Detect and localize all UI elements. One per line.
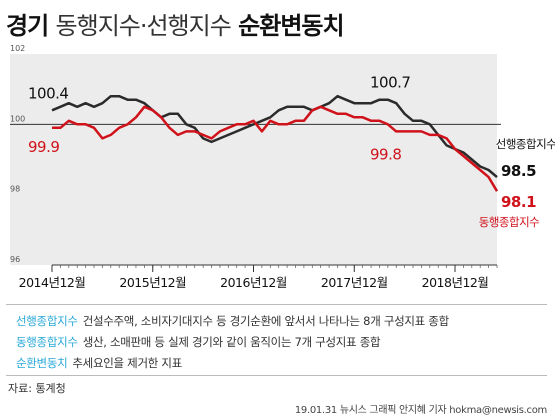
credit-line: 19.01.31 뉴시스 그래픽 안지혜 기자 hokma@newsis.com: [294, 405, 547, 416]
coincident-mid-label: 99.8: [370, 145, 401, 163]
title-bold: 경기: [6, 12, 49, 40]
plot-background: [10, 54, 497, 265]
source-note: 자료: 통계청: [8, 382, 66, 395]
legend-item-cyclical: 순환변동치 추세요인을 제거한 지표: [16, 355, 182, 371]
legend-box: 선행종합지수 건설수주액, 소비자기대지수 등 경기순환에 앞서서 나타나는 8개…: [6, 304, 547, 376]
title-end: 순환변동치: [238, 12, 344, 40]
x-tick-label: 2016년12월: [220, 275, 287, 290]
legend-desc-cyclical: 추세요인을 제거한 지표: [72, 356, 182, 370]
legend-desc-coincident: 생산, 소매판매 등 실제 경기와 같이 움직이는 7개 구성지표 종합: [82, 335, 381, 349]
y-tick-label-96: 96: [10, 255, 20, 264]
page-title: 경기 동행지수·선행지수 순환변동치: [6, 6, 345, 41]
legend-item-coincident: 동행종합지수 생산, 소매판매 등 실제 경기와 같이 움직이는 7개 구성지표 …: [16, 334, 381, 350]
x-tick-label: 2014년12월: [19, 275, 86, 290]
legend-item-leading: 선행종합지수 건설수주액, 소비자기대지수 등 경기순환에 앞서서 나타나는 8개…: [16, 313, 449, 329]
x-tick-label: 2018년12월: [422, 275, 489, 290]
series-line-1: [52, 105, 499, 192]
leading-peak-label: 100.7: [370, 74, 410, 92]
x-tick-label: 2015년12월: [119, 275, 186, 290]
y-tick-label-100: 100: [10, 114, 25, 123]
y-tick-label-98: 98: [10, 185, 20, 194]
leading-last-label: 98.5: [501, 162, 536, 180]
series-line-0: [51, 94, 498, 179]
legend-key-cyclical: 순환변동치: [16, 356, 68, 370]
y-tick-label-102: 102: [10, 44, 25, 53]
title-mid: 동행지수·선행지수: [55, 12, 232, 40]
leading-first-label: 100.4: [28, 84, 68, 102]
line-chart: 102 100 98 96 2014년12월 2015년12월 2016년12월 2017년1…: [10, 44, 555, 290]
coincident-last-label: 98.1: [501, 193, 536, 211]
leading-series-name: 선행종합지수: [496, 137, 555, 151]
title-bar: 경기 동행지수·선행지수 순환변동치: [0, 0, 555, 44]
legend-key-coincident: 동행종합지수: [16, 335, 78, 349]
coincident-series-name: 동행종합지수: [479, 215, 539, 229]
chart-area: 102 100 98 96 2014년12월 2015년12월 2016년12월 2017년1…: [0, 44, 555, 300]
x-tick-label: 2017년12월: [321, 275, 388, 290]
legend-key-leading: 선행종합지수: [16, 314, 78, 328]
coincident-first-label: 99.9: [28, 138, 59, 156]
legend-desc-leading: 건설수주액, 소비자기대지수 등 경기순환에 앞서서 나타나는 8개 구성지표 …: [82, 314, 449, 328]
